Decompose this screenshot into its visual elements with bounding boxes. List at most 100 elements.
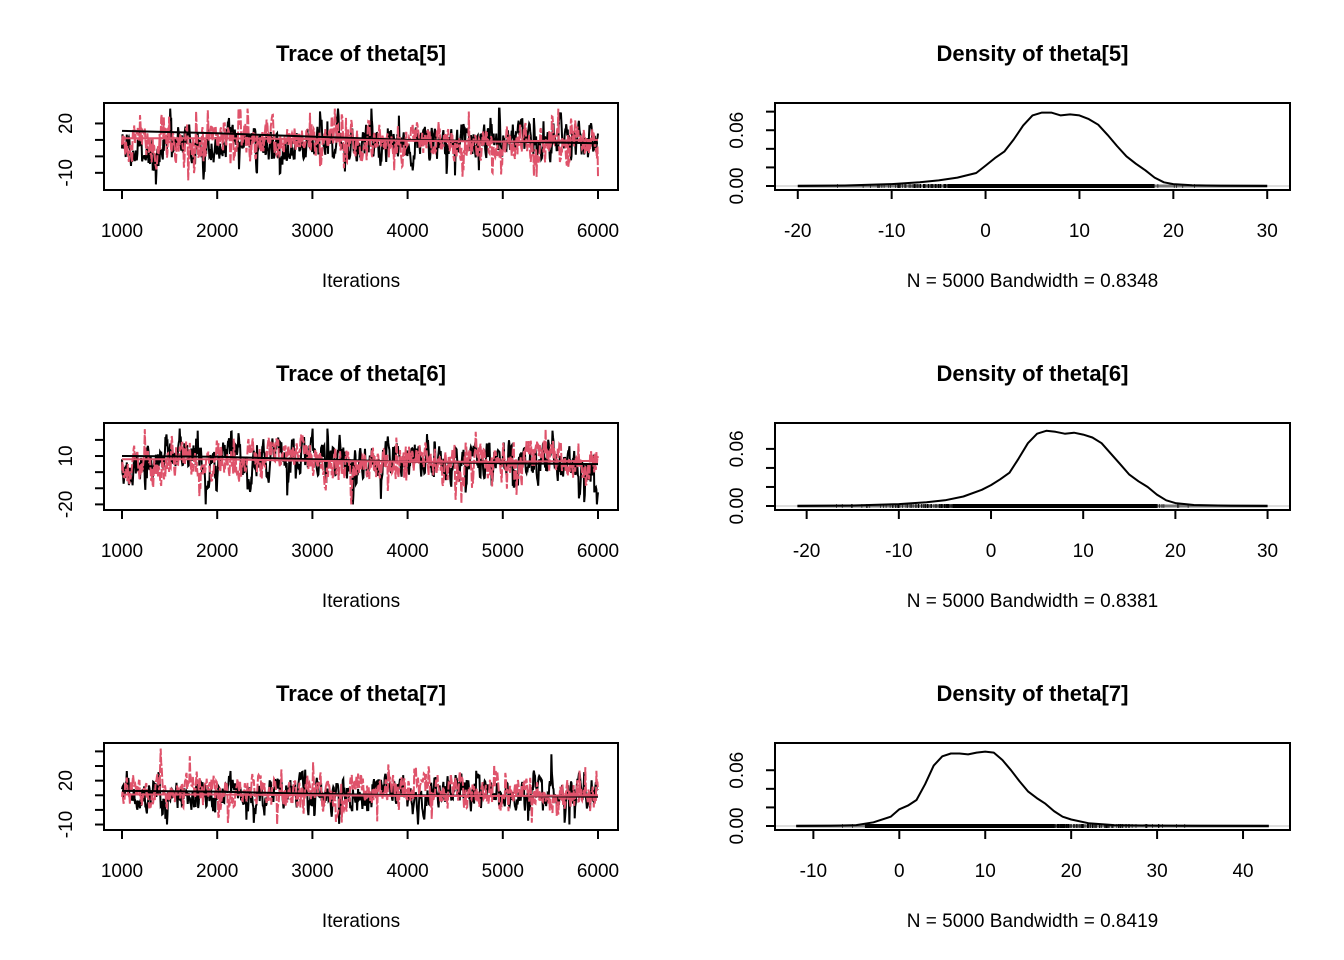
plot-frame <box>774 102 1291 191</box>
x-tick-label: 10 <box>1073 541 1094 562</box>
plot-area <box>775 429 1290 508</box>
x-tick-label: -10 <box>800 861 827 882</box>
density-plot-6: Density of theta[6] -20 -10 0 10 20 30 N = 5000… <box>727 361 1291 612</box>
x-tick-label: 3000 <box>291 541 333 562</box>
trace-plot-7: Trace of theta[7] 1000 2000 3000 4000 5000 600… <box>56 681 619 932</box>
plot-frame <box>103 102 619 191</box>
x-tick-label: 30 <box>1257 541 1278 562</box>
chart-title: Trace of theta[5] <box>276 41 446 66</box>
x-axis: 1000 2000 3000 4000 5000 6000 <box>101 510 619 562</box>
x-tick-label: 2000 <box>196 221 238 242</box>
x-tick-label: 5000 <box>482 861 524 882</box>
rug-dense <box>864 824 1054 828</box>
plot-area <box>775 750 1290 828</box>
smooth-line-chain-2 <box>122 793 599 797</box>
x-axis: 1000 2000 3000 4000 5000 6000 <box>101 830 619 882</box>
y-tick-label: 0.00 <box>727 168 748 205</box>
x-axis-label: N = 5000 Bandwidth = 0.8381 <box>907 591 1158 612</box>
trace-line-chain-2 <box>121 748 599 825</box>
plot-frame <box>103 422 619 511</box>
rug-dense <box>948 184 1155 188</box>
y-axis: 0.00 0.06 <box>727 110 775 205</box>
plot-frame <box>103 742 619 831</box>
x-tick-label: -20 <box>784 221 811 242</box>
y-axis: -20 10 <box>56 438 104 518</box>
x-tick-label: -10 <box>878 221 905 242</box>
x-axis: 1000 2000 3000 4000 5000 6000 <box>101 190 619 242</box>
smooth-line-chain-2 <box>122 458 599 463</box>
trace-line-chain-2 <box>121 429 599 505</box>
density-curve <box>796 750 1269 827</box>
x-tick-label: 20 <box>1061 861 1082 882</box>
plot-area <box>121 107 599 185</box>
chart-title: Density of theta[6] <box>937 361 1129 386</box>
trace-line-chain-2 <box>121 107 599 181</box>
density-plot-7: Density of theta[7] -10 0 10 20 30 40 N = 5000 … <box>727 681 1291 932</box>
y-axis: -10 20 <box>56 750 104 838</box>
chart-title: Trace of theta[6] <box>276 361 446 386</box>
y-tick-label: 20 <box>56 770 77 791</box>
x-tick-label: 4000 <box>386 541 428 562</box>
y-tick-label: 0.06 <box>727 430 748 467</box>
density-curve <box>797 111 1268 187</box>
x-axis: -20 -10 0 10 20 30 <box>784 190 1278 242</box>
trace-plot-5: Trace of theta[5] 1000 2000 3000 4000 5000 600… <box>56 41 619 292</box>
x-tick-label: 1000 <box>101 541 143 562</box>
x-tick-label: 1000 <box>101 861 143 882</box>
x-axis-label: Iterations <box>322 591 400 612</box>
x-axis-label: N = 5000 Bandwidth = 0.8419 <box>907 911 1158 932</box>
x-tick-label: 3000 <box>291 221 333 242</box>
x-tick-label: 4000 <box>386 861 428 882</box>
x-tick-label: 40 <box>1232 861 1253 882</box>
x-tick-label: -10 <box>885 541 912 562</box>
y-tick-label: -20 <box>56 491 77 518</box>
x-tick-label: 6000 <box>577 541 619 562</box>
x-tick-label: 30 <box>1147 861 1168 882</box>
x-tick-label: 5000 <box>482 541 524 562</box>
y-tick-label: 0.00 <box>727 808 748 845</box>
y-tick-label: 0.06 <box>727 112 748 149</box>
plot-frame <box>774 742 1291 831</box>
y-axis: 0.00 0.06 <box>727 752 775 845</box>
y-tick-label: -10 <box>56 811 77 838</box>
chart-title: Density of theta[5] <box>937 41 1129 66</box>
y-axis: 0.00 0.06 <box>727 430 775 524</box>
x-tick-label: 30 <box>1257 221 1278 242</box>
trace-line-chain-1 <box>121 428 599 505</box>
density-curve <box>797 429 1268 507</box>
x-tick-label: 0 <box>980 221 991 242</box>
x-tick-label: 6000 <box>577 221 619 242</box>
x-axis: -20 -10 0 10 20 30 <box>793 510 1278 562</box>
smooth-line-chain-2 <box>122 137 599 143</box>
density-plot-5: Density of theta[5] -20 -10 0 10 20 30 N = 5000… <box>727 41 1291 292</box>
y-tick-label: 20 <box>56 113 77 134</box>
plot-area <box>121 748 599 825</box>
y-tick-label: 0.00 <box>727 488 748 525</box>
x-tick-label: -20 <box>793 541 820 562</box>
x-tick-label: 0 <box>986 541 997 562</box>
plot-frame <box>774 422 1291 511</box>
plot-area <box>121 428 599 505</box>
x-tick-label: 10 <box>975 861 996 882</box>
x-tick-label: 2000 <box>196 541 238 562</box>
y-tick-label: 10 <box>56 445 77 466</box>
x-tick-label: 4000 <box>386 221 428 242</box>
x-tick-label: 1000 <box>101 221 143 242</box>
x-axis-label: Iterations <box>322 271 400 292</box>
y-axis: -10 20 <box>56 113 104 187</box>
trace-plot-6: Trace of theta[6] 1000 2000 3000 4000 5000 600… <box>56 361 619 612</box>
y-tick-label: -10 <box>56 159 77 186</box>
x-tick-label: 20 <box>1165 541 1186 562</box>
x-tick-label: 10 <box>1069 221 1090 242</box>
rug-dense <box>954 504 1157 508</box>
x-axis-label: N = 5000 Bandwidth = 0.8348 <box>907 271 1158 292</box>
x-axis: -10 0 10 20 30 40 <box>800 830 1254 882</box>
y-tick-label: 0.06 <box>727 752 748 789</box>
x-tick-label: 20 <box>1163 221 1184 242</box>
x-tick-label: 3000 <box>291 861 333 882</box>
x-tick-label: 2000 <box>196 861 238 882</box>
chart-title: Density of theta[7] <box>937 681 1129 706</box>
x-tick-label: 5000 <box>482 221 524 242</box>
x-axis-label: Iterations <box>322 911 400 932</box>
